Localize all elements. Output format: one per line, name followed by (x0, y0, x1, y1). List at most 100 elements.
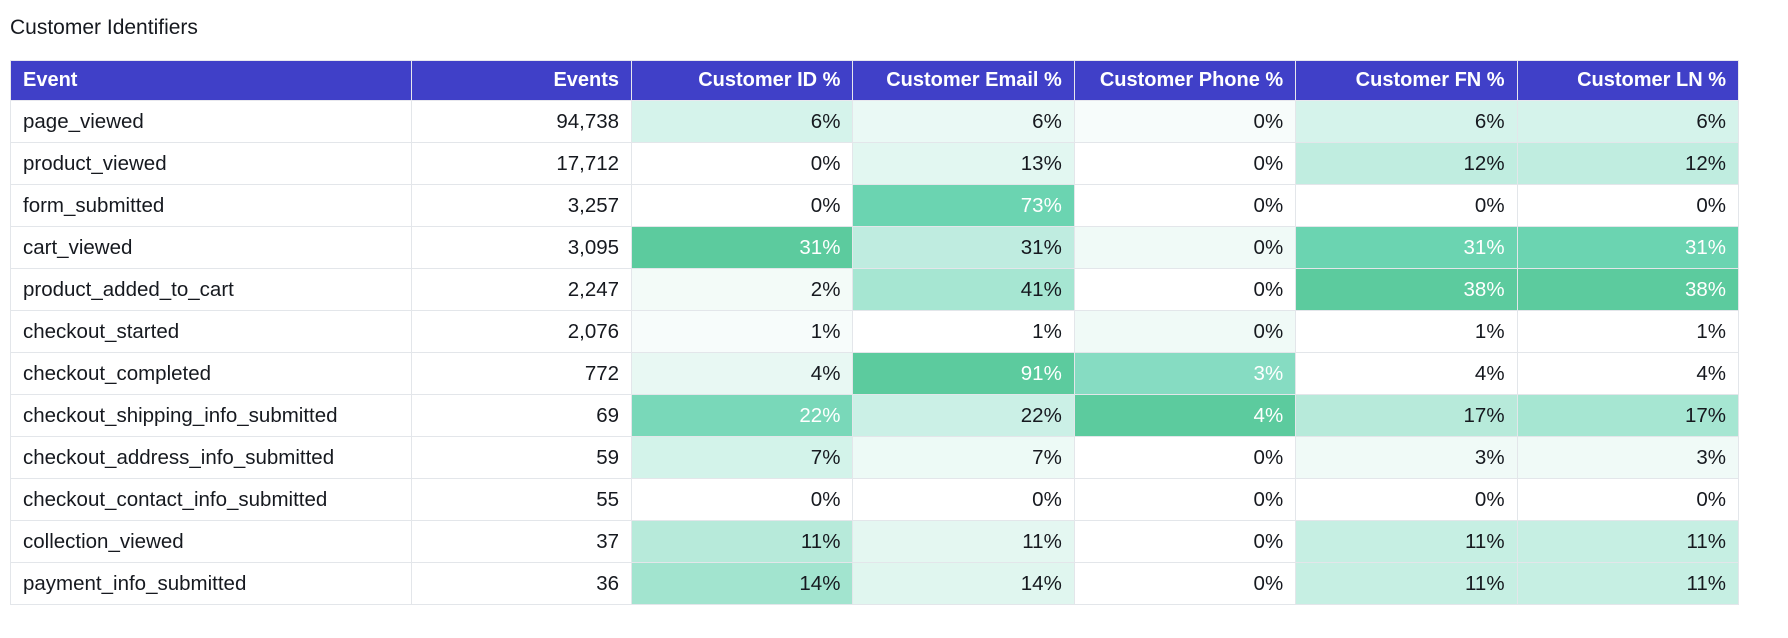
table-row[interactable]: checkout_shipping_info_submitted 69 22% 22%… (10, 394, 1740, 437)
column-header-customer-phone[interactable]: Customer Phone % (1073, 60, 1297, 101)
cell-customer-ln-pct: 4% (1516, 352, 1740, 395)
column-header-customer-id[interactable]: Customer ID % (631, 60, 854, 101)
cell-customer-email-pct: 7% (852, 436, 1075, 479)
cell-customer-ln-pct: 17% (1516, 394, 1740, 437)
cell-customer-id-pct: 2% (631, 268, 854, 311)
cell-event-count: 55 (410, 478, 633, 521)
cell-customer-phone-pct: 0% (1073, 184, 1297, 227)
cell-event-count: 94,738 (410, 100, 633, 143)
cell-customer-fn-pct: 31% (1295, 226, 1518, 269)
cell-customer-ln-pct: 38% (1516, 268, 1740, 311)
cell-customer-fn-pct: 4% (1295, 352, 1518, 395)
cell-event-count: 37 (410, 520, 633, 563)
column-header-customer-fn[interactable]: Customer FN % (1295, 60, 1518, 101)
cell-event-name: product_added_to_cart (10, 268, 412, 311)
cell-customer-fn-pct: 38% (1295, 268, 1518, 311)
cell-customer-ln-pct: 0% (1516, 478, 1740, 521)
cell-customer-email-pct: 13% (852, 142, 1075, 185)
cell-customer-id-pct: 14% (631, 562, 854, 605)
cell-event-name: checkout_address_info_submitted (10, 436, 412, 479)
cell-customer-id-pct: 22% (631, 394, 854, 437)
cell-customer-fn-pct: 12% (1295, 142, 1518, 185)
column-header-event[interactable]: Event (10, 60, 412, 101)
table-row[interactable]: page_viewed 94,738 6% 6% 0% 6% 6% (10, 100, 1740, 143)
cell-customer-fn-pct: 6% (1295, 100, 1518, 143)
cell-customer-ln-pct: 31% (1516, 226, 1740, 269)
cell-customer-email-pct: 73% (852, 184, 1075, 227)
cell-event-name: collection_viewed (10, 520, 412, 563)
cell-customer-fn-pct: 0% (1295, 184, 1518, 227)
cell-customer-ln-pct: 0% (1516, 184, 1740, 227)
cell-event-count: 3,095 (410, 226, 633, 269)
cell-customer-fn-pct: 0% (1295, 478, 1518, 521)
table-row[interactable]: product_viewed 17,712 0% 13% 0% 12% 12% (10, 142, 1740, 185)
cell-customer-ln-pct: 3% (1516, 436, 1740, 479)
cell-customer-phone-pct: 0% (1073, 436, 1297, 479)
column-header-customer-email[interactable]: Customer Email % (852, 60, 1075, 101)
cell-customer-ln-pct: 1% (1516, 310, 1740, 353)
cell-event-name: checkout_completed (10, 352, 412, 395)
column-header-customer-ln[interactable]: Customer LN % (1516, 60, 1740, 101)
cell-event-count: 17,712 (410, 142, 633, 185)
cell-event-count: 772 (410, 352, 633, 395)
cell-customer-email-pct: 6% (852, 100, 1075, 143)
column-header-events[interactable]: Events (410, 60, 633, 101)
cell-customer-fn-pct: 11% (1295, 562, 1518, 605)
cell-event-name: form_submitted (10, 184, 412, 227)
cell-event-name: page_viewed (10, 100, 412, 143)
table-row[interactable]: checkout_address_info_submitted 59 7% 7% 0% 3… (10, 436, 1740, 479)
cell-customer-email-pct: 91% (852, 352, 1075, 395)
cell-customer-phone-pct: 0% (1073, 142, 1297, 185)
cell-customer-id-pct: 31% (631, 226, 854, 269)
cell-customer-email-pct: 1% (852, 310, 1075, 353)
cell-event-name: checkout_started (10, 310, 412, 353)
cell-event-name: checkout_shipping_info_submitted (10, 394, 412, 437)
cell-event-name: cart_viewed (10, 226, 412, 269)
table-row[interactable]: collection_viewed 37 11% 11% 0% 11% 11% (10, 520, 1740, 563)
table-row[interactable]: checkout_completed 772 4% 91% 3% 4% 4% (10, 352, 1740, 395)
cell-customer-ln-pct: 11% (1516, 562, 1740, 605)
table-body: page_viewed 94,738 6% 6% 0% 6% 6% product_viewe… (10, 100, 1740, 605)
cell-customer-phone-pct: 0% (1073, 478, 1297, 521)
cell-customer-email-pct: 31% (852, 226, 1075, 269)
cell-customer-id-pct: 4% (631, 352, 854, 395)
cell-customer-ln-pct: 11% (1516, 520, 1740, 563)
cell-customer-email-pct: 41% (852, 268, 1075, 311)
cell-customer-id-pct: 6% (631, 100, 854, 143)
cell-customer-id-pct: 7% (631, 436, 854, 479)
cell-customer-phone-pct: 0% (1073, 226, 1297, 269)
cell-customer-id-pct: 0% (631, 478, 854, 521)
cell-customer-phone-pct: 0% (1073, 268, 1297, 311)
table-row[interactable]: form_submitted 3,257 0% 73% 0% 0% 0% (10, 184, 1740, 227)
cell-event-count: 2,076 (410, 310, 633, 353)
cell-customer-id-pct: 0% (631, 184, 854, 227)
customer-identifiers-table: Event Events Customer ID % Customer Emai… (10, 60, 1740, 605)
cell-customer-fn-pct: 3% (1295, 436, 1518, 479)
cell-event-name: checkout_contact_info_submitted (10, 478, 412, 521)
cell-customer-fn-pct: 1% (1295, 310, 1518, 353)
table-row[interactable]: payment_info_submitted 36 14% 14% 0% 11% 11% (10, 562, 1740, 605)
cell-customer-email-pct: 22% (852, 394, 1075, 437)
cell-customer-id-pct: 0% (631, 142, 854, 185)
table-row[interactable]: cart_viewed 3,095 31% 31% 0% 31% 31% (10, 226, 1740, 269)
table-row[interactable]: checkout_started 2,076 1% 1% 0% 1% 1% (10, 310, 1740, 353)
cell-event-count: 2,247 (410, 268, 633, 311)
cell-customer-phone-pct: 0% (1073, 310, 1297, 353)
cell-event-name: payment_info_submitted (10, 562, 412, 605)
cell-customer-phone-pct: 4% (1073, 394, 1297, 437)
cell-customer-fn-pct: 17% (1295, 394, 1518, 437)
table-row[interactable]: product_added_to_cart 2,247 2% 41% 0% 38% 38% (10, 268, 1740, 311)
cell-event-count: 59 (410, 436, 633, 479)
cell-customer-phone-pct: 3% (1073, 352, 1297, 395)
cell-event-count: 3,257 (410, 184, 633, 227)
cell-customer-id-pct: 11% (631, 520, 854, 563)
cell-customer-email-pct: 0% (852, 478, 1075, 521)
cell-customer-fn-pct: 11% (1295, 520, 1518, 563)
table-row[interactable]: checkout_contact_info_submitted 55 0% 0% 0% 0… (10, 478, 1740, 521)
cell-customer-email-pct: 14% (852, 562, 1075, 605)
cell-customer-ln-pct: 12% (1516, 142, 1740, 185)
cell-customer-phone-pct: 0% (1073, 520, 1297, 563)
cell-customer-email-pct: 11% (852, 520, 1075, 563)
table-title: Customer Identifiers (10, 16, 198, 39)
